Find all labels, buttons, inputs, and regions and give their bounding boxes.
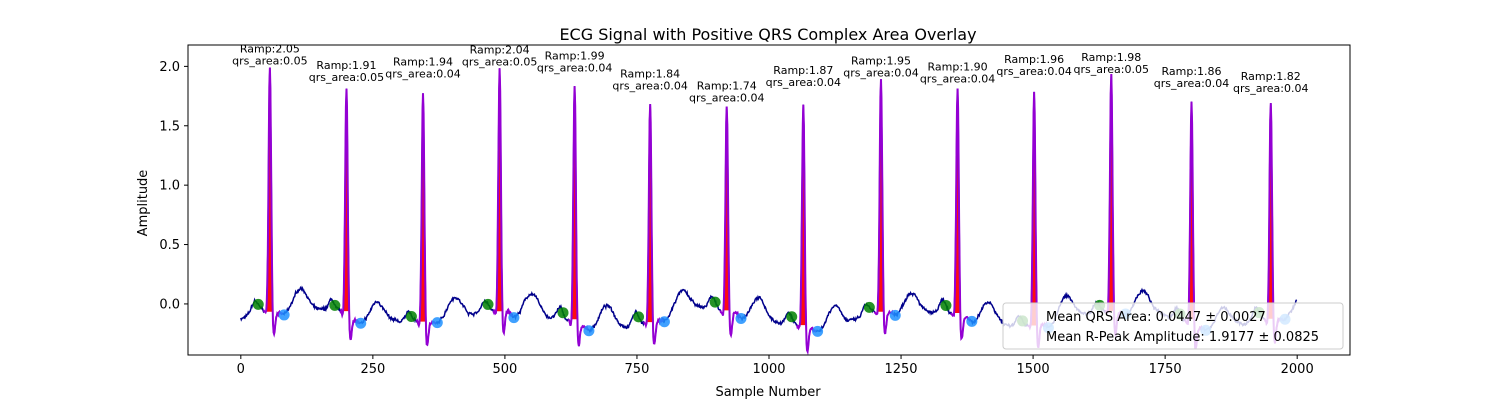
qrs-offset-marker <box>508 312 520 324</box>
legend-box <box>1002 302 1344 350</box>
qrs-area-annotation: qrs_area:0.04 <box>843 66 918 79</box>
qrs-complex-line <box>262 67 283 338</box>
r-peak-annotation: Ramp:1.98 <box>1081 51 1141 64</box>
qrs-onset-marker <box>557 307 569 319</box>
qrs-area-annotation: qrs_area:0.05 <box>232 54 307 67</box>
y-tick-label: 1.5 <box>159 119 180 134</box>
r-peak-annotation: Ramp:1.87 <box>773 64 833 77</box>
x-axis-ticks: 0 250 500 750 1000 1250 1500 1750 2000 <box>237 355 1314 377</box>
qrs-onset-marker <box>709 296 721 308</box>
r-peak-annotation: Ramp:1.74 <box>697 79 757 92</box>
x-tick-label: 2000 <box>1281 362 1314 377</box>
qrs-onset-marker <box>329 299 341 311</box>
qrs-offset-marker <box>812 325 824 337</box>
x-tick-label: 0 <box>237 362 245 377</box>
qrs-onset-marker <box>405 311 417 323</box>
qrs-offset-marker <box>355 317 367 329</box>
r-peak-annotation: Ramp:1.96 <box>1004 53 1064 66</box>
qrs-area-annotation: qrs_area:0.04 <box>920 72 995 85</box>
x-tick-label: 1000 <box>752 362 785 377</box>
qrs-offset-marker <box>658 316 670 328</box>
x-tick-label: 1500 <box>1017 362 1050 377</box>
y-axis-label: Amplitude <box>136 170 151 237</box>
legend-entry-mean-qrs-area: Mean QRS Area: 0.0447 ± 0.0027 <box>1046 310 1266 325</box>
r-peak-annotation: Ramp:1.99 <box>545 50 605 63</box>
qrs-area-annotation: qrs_area:0.05 <box>1074 63 1149 76</box>
x-tick-label: 500 <box>492 362 517 377</box>
y-tick-label: 0.0 <box>159 297 180 312</box>
legend-entry-mean-r-peak-amplitude: Mean R-Peak Amplitude: 1.9177 ± 0.0825 <box>1046 330 1319 345</box>
x-tick-label: 250 <box>360 362 385 377</box>
qrs-offset-marker <box>889 309 901 321</box>
qrs-complex-line <box>950 88 971 341</box>
y-tick-label: 2.0 <box>159 60 180 75</box>
qrs-offset-marker <box>583 325 595 337</box>
r-peak-annotation: Ramp:1.82 <box>1241 70 1301 83</box>
x-tick-label: 1750 <box>1149 362 1182 377</box>
legend: Mean QRS Area: 0.0447 ± 0.0027 Mean R-Pe… <box>1002 302 1344 350</box>
qrs-area-annotation: qrs_area:0.04 <box>689 91 764 104</box>
qrs-onset-marker <box>633 311 645 323</box>
qrs-onset-marker <box>252 298 264 310</box>
r-peak-annotation: Ramp:1.86 <box>1162 65 1222 78</box>
qrs-complex-line <box>492 68 514 337</box>
r-peak-annotation: Ramp:1.94 <box>393 56 453 69</box>
qrs-area-annotation: qrs_area:0.04 <box>537 62 612 75</box>
y-tick-label: 1.0 <box>159 179 180 194</box>
chart-title: ECG Signal with Positive QRS Complex Are… <box>559 25 976 44</box>
qrs-onset-marker <box>940 299 952 311</box>
x-axis-label: Sample Number <box>715 385 821 400</box>
qrs-offset-marker <box>431 317 443 329</box>
r-peak-annotation: Ramp:2.04 <box>470 44 530 57</box>
qrs-area-annotation: qrs_area:0.05 <box>309 71 384 84</box>
qrs-area-annotation: qrs_area:0.04 <box>1154 77 1229 90</box>
qrs-area-annotation: qrs_area:0.04 <box>1233 82 1308 95</box>
qrs-area-annotation: qrs_area:0.05 <box>462 56 537 69</box>
qrs-area-annotation: qrs_area:0.04 <box>766 76 841 89</box>
qrs-onset-marker <box>482 298 494 310</box>
qrs-complex-line <box>719 106 741 339</box>
qrs-onset-marker <box>786 311 798 323</box>
r-peak-annotation: Ramp:1.84 <box>620 67 680 80</box>
r-peak-annotation: Ramp:1.95 <box>851 54 911 67</box>
y-tick-label: 0.5 <box>159 238 180 253</box>
qrs-area-annotation: qrs_area:0.04 <box>612 79 687 92</box>
qrs-offset-marker <box>966 315 978 327</box>
r-peak-annotation: Ramp:1.91 <box>316 59 376 72</box>
qrs-onset-marker <box>863 301 875 313</box>
r-peak-annotation: Ramp:2.05 <box>240 42 300 55</box>
qrs-area-annotation: qrs_area:0.04 <box>385 68 460 81</box>
qrs-offset-marker <box>278 309 290 321</box>
y-axis-ticks: 0.0 0.5 1.0 1.5 2.0 <box>159 60 188 312</box>
r-peak-annotation: Ramp:1.90 <box>928 60 988 73</box>
qrs-offset-marker <box>735 313 747 325</box>
x-tick-label: 750 <box>625 362 650 377</box>
x-tick-label: 1250 <box>884 362 917 377</box>
qrs-area-annotation: qrs_area:0.04 <box>996 65 1071 78</box>
qrs-complex-line <box>567 86 589 347</box>
